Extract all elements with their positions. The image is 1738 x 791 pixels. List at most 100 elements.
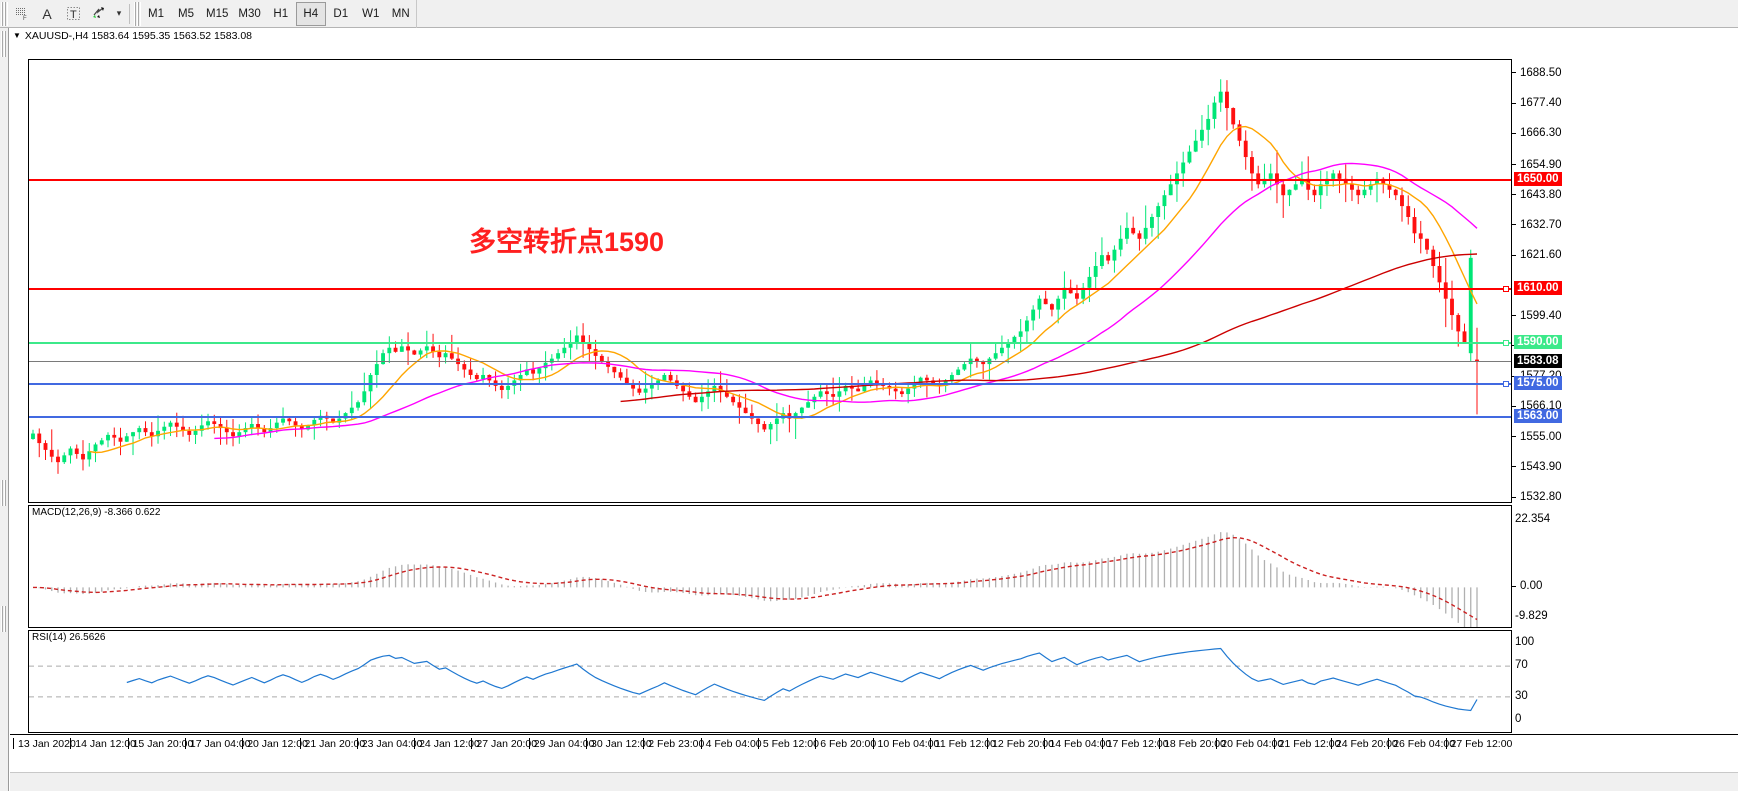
price-level-label-1650-00[interactable]: 1650.00 xyxy=(1514,171,1562,186)
text-box-T-icon[interactable]: T xyxy=(60,2,86,26)
macd-axis-tick: 0.00 xyxy=(1512,580,1542,592)
price-level-label-1563-00[interactable]: 1563.00 xyxy=(1514,408,1562,423)
time-axis-tick: 5 Feb 12:00 xyxy=(757,738,819,750)
time-axis-tick: 24 Feb 20:00 xyxy=(1330,738,1398,750)
time-axis-tick: 14 Feb 04:00 xyxy=(1044,738,1111,750)
time-axis-tick: 21 Jan 20:00 xyxy=(299,738,365,750)
text-label-A-icon[interactable]: A xyxy=(42,5,52,22)
macd-signal-line xyxy=(32,536,1478,621)
candle-series xyxy=(31,79,1479,474)
time-axis-tick: 27 Jan 20:00 xyxy=(471,738,537,750)
rsi-chart-canvas xyxy=(29,647,1511,712)
timeframe-w1[interactable]: W1 xyxy=(362,7,380,20)
rsi-pane[interactable]: RSI(14) 26.5626 xyxy=(28,630,1512,733)
chart-drag-handle-rsi[interactable] xyxy=(1,606,7,632)
time-axis-tick: 29 Jan 04:00 xyxy=(528,738,594,750)
time-axis-tick: 13 Jan 2020 xyxy=(13,738,76,750)
macd-axis-tick: 22.354 xyxy=(1515,513,1551,525)
timeframe-drag-handle[interactable] xyxy=(134,1,141,26)
price-level-label-1575-00[interactable]: 1575.00 xyxy=(1514,376,1562,391)
arrows-objects-icon[interactable] xyxy=(86,2,112,26)
time-axis-tick: 27 Feb 12:00 xyxy=(1445,738,1512,750)
time-axis-tick: 2 Feb 23:00 xyxy=(643,738,704,750)
study-line-1650-00[interactable] xyxy=(29,178,1511,181)
svg-text:T: T xyxy=(70,9,77,21)
timeframe-m30[interactable]: M30 xyxy=(238,7,261,20)
time-axis-tick: 15 Jan 20:00 xyxy=(127,738,193,750)
chart-window: ▼ XAUUSD-,H4 1583.64 1595.35 1563.52 158… xyxy=(0,28,1738,791)
timeframe-m5[interactable]: M5 xyxy=(178,7,194,20)
price-level-label-1583-08[interactable]: 1583.08 xyxy=(1514,354,1562,369)
time-axis-tick: 20 Feb 04:00 xyxy=(1216,738,1283,750)
chart-menu-caret-icon[interactable]: ▼ xyxy=(13,31,21,40)
time-axis-tick: 24 Jan 12:00 xyxy=(414,738,480,750)
price-axis-tick: 1555.00 xyxy=(1512,431,1562,443)
timeframe-group: M1 M5 M15 M30 H1 H4 D1 W1 MN xyxy=(141,0,416,28)
time-axis-tick: 6 Feb 20:00 xyxy=(815,738,876,750)
price-level-label-1610-00[interactable]: 1610.00 xyxy=(1514,280,1562,295)
timeframe-h4[interactable]: H4 xyxy=(295,1,326,26)
horizontal-scrollbar[interactable] xyxy=(10,772,1738,791)
time-axis-tick: 23 Jan 04:00 xyxy=(356,738,423,750)
price-axis-tick: 1532.80 xyxy=(1512,491,1562,503)
macd-chart-canvas xyxy=(32,532,1478,627)
grid-periodicity-icon[interactable]: F xyxy=(8,2,34,26)
study-line-handle[interactable] xyxy=(1503,381,1509,388)
price-axis-tick: 1632.70 xyxy=(1512,219,1562,231)
time-axis-tick: 21 Feb 12:00 xyxy=(1273,738,1340,750)
price-axis-tick: 1621.60 xyxy=(1512,249,1562,261)
price-level-label-1590-00[interactable]: 1590.00 xyxy=(1514,335,1562,350)
study-line-1610-00[interactable] xyxy=(29,287,1511,290)
price-axis-tick: 1677.40 xyxy=(1512,97,1562,109)
rsi-axis-tick: 70 xyxy=(1515,659,1528,672)
time-axis-tick: 20 Jan 12:00 xyxy=(242,738,308,750)
price-axis-tick: 1643.80 xyxy=(1512,189,1562,201)
chart-drag-handle-top[interactable] xyxy=(1,31,7,57)
timeframe-h1[interactable]: H1 xyxy=(273,7,289,20)
time-axis-tick: 12 Feb 20:00 xyxy=(987,738,1054,750)
rsi-axis-tick: 0 xyxy=(1515,713,1522,725)
time-axis-tick: 10 Feb 04:00 xyxy=(872,738,939,750)
price-axis-tick: 1599.40 xyxy=(1512,310,1562,322)
dropdown-arrow-icon[interactable]: ▾ xyxy=(116,8,122,18)
left-rail xyxy=(0,28,9,791)
time-scale[interactable]: 13 Jan 2020 14 Jan 12:00 15 Jan 20:00 17 Ja… xyxy=(10,734,1738,754)
price-chart-canvas[interactable] xyxy=(29,60,1511,502)
chart-drag-handle-macd[interactable] xyxy=(1,480,7,506)
timeframe-d1[interactable]: D1 xyxy=(333,7,349,20)
chart-annotation-text: 多空转折点1590 xyxy=(469,227,665,257)
toolbar-drag-handle[interactable] xyxy=(1,1,8,26)
price-pane[interactable]: 多空转折点1590 xyxy=(28,59,1512,503)
timeframe-mn[interactable]: MN xyxy=(391,7,410,20)
time-axis-tick: 14 Jan 12:00 xyxy=(70,738,136,750)
moving-averages xyxy=(89,125,1478,454)
time-axis-tick: 17 Feb 12:00 xyxy=(1101,738,1169,750)
time-axis-tick: 17 Jan 04:00 xyxy=(184,738,251,750)
moving-average-line xyxy=(620,253,1478,403)
time-axis-tick: 30 Jan 12:00 xyxy=(586,738,652,750)
study-line-1563-00[interactable] xyxy=(29,415,1511,418)
macd-pane[interactable]: MACD(12,26,9) -8.366 0.622 xyxy=(28,505,1512,628)
price-axis-tick: 1654.90 xyxy=(1512,159,1562,171)
price-scale[interactable]: 1688.50 1677.40 1666.30 1654.90 1643.80 1632.… xyxy=(1512,59,1738,733)
study-line-1583-08[interactable] xyxy=(29,361,1511,363)
study-line-1575-00[interactable] xyxy=(29,383,1511,386)
rsi-axis-tick: 100 xyxy=(1515,636,1535,648)
rsi-axis-tick: 30 xyxy=(1515,689,1528,702)
study-line-handle[interactable] xyxy=(1503,285,1509,292)
main-toolbar: F A T ▾ M1 M5 M15 M30 H1 H4 D1 W1 MN xyxy=(0,0,1738,28)
moving-average-line xyxy=(214,162,1478,440)
rsi-indicator-label: RSI(14) 26.5626 xyxy=(31,632,107,643)
toolbar-empty-area xyxy=(415,0,1738,28)
time-axis-tick: 18 Feb 20:00 xyxy=(1159,738,1226,750)
macd-histogram xyxy=(38,532,1478,627)
timeframe-m1[interactable]: M1 xyxy=(148,7,164,20)
price-axis-tick: 1666.30 xyxy=(1512,127,1562,139)
timeframe-m15[interactable]: M15 xyxy=(206,7,229,20)
toolbar-separator xyxy=(129,3,130,24)
price-axis-tick: 1688.50 xyxy=(1512,67,1562,79)
study-line-handle[interactable] xyxy=(1503,340,1509,347)
macd-axis-tick: -9.829 xyxy=(1515,610,1548,622)
time-axis-tick: 11 Feb 12:00 xyxy=(929,738,996,750)
study-line-1590-00[interactable] xyxy=(29,342,1511,345)
